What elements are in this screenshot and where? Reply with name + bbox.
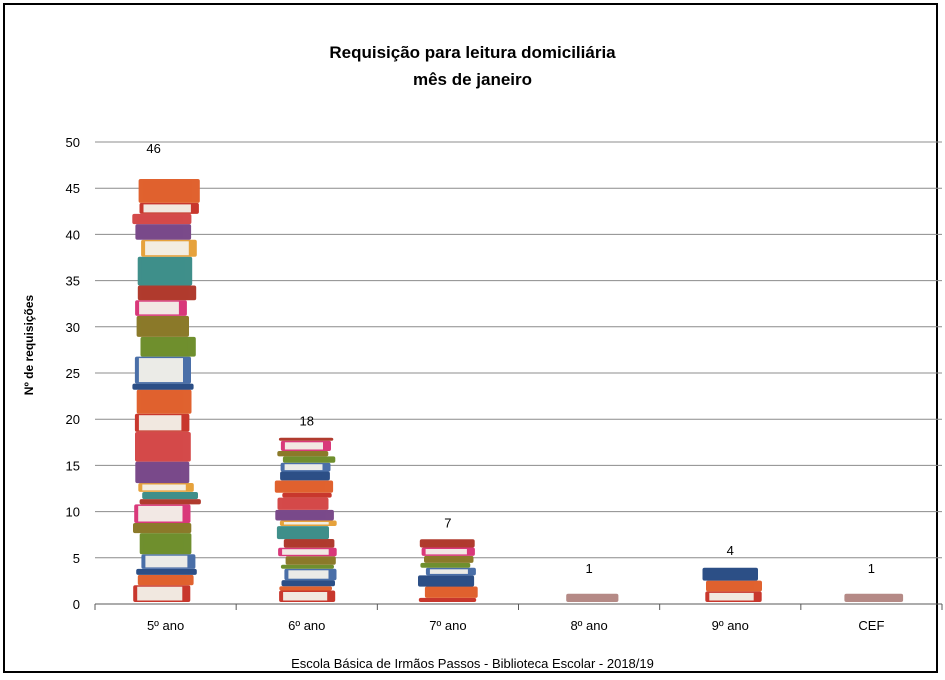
book-pages bbox=[279, 511, 326, 519]
bar-7º ano bbox=[418, 539, 478, 602]
book-segment bbox=[844, 593, 904, 602]
x-tick-label: 7º ano bbox=[429, 618, 466, 633]
y-tick-label: 10 bbox=[66, 505, 80, 520]
book-segment bbox=[278, 437, 334, 441]
book-pages bbox=[425, 549, 467, 555]
book-pages bbox=[139, 463, 182, 482]
book-pages bbox=[284, 464, 323, 471]
book-pages bbox=[286, 457, 328, 462]
book-pages bbox=[140, 317, 181, 336]
book-pages bbox=[710, 582, 754, 590]
book-pages bbox=[281, 499, 321, 509]
book-pages bbox=[143, 500, 193, 503]
y-tick-label: 0 bbox=[73, 597, 80, 612]
data-label-7º ano: 7 bbox=[444, 515, 451, 530]
book-pages bbox=[423, 540, 467, 546]
book-pages bbox=[143, 204, 191, 213]
book-segment bbox=[282, 492, 332, 498]
x-tick-label: CEF bbox=[858, 618, 884, 633]
book-pages bbox=[278, 482, 326, 492]
book-pages bbox=[142, 180, 192, 202]
x-tick-label: 9º ano bbox=[712, 618, 749, 633]
chart-subtitle: mês de janeiro bbox=[412, 70, 533, 89]
book-pages bbox=[145, 241, 189, 256]
book-pages bbox=[287, 540, 327, 547]
book-pages bbox=[281, 452, 321, 455]
book-pages bbox=[280, 527, 321, 538]
x-tick-label: 5º ano bbox=[147, 618, 184, 633]
book-pages bbox=[283, 592, 328, 601]
bar-9º ano bbox=[702, 567, 762, 602]
chart-footer: Escola Básica de Irmãos Passos - Bibliot… bbox=[291, 656, 654, 671]
book-pages bbox=[428, 588, 470, 597]
book-pages bbox=[283, 522, 329, 525]
y-tick-label: 5 bbox=[73, 551, 80, 566]
book-pages bbox=[136, 385, 186, 389]
bar-5º ano bbox=[132, 179, 201, 602]
book-pages bbox=[140, 570, 189, 574]
book-pages bbox=[422, 576, 467, 586]
y-tick-label: 30 bbox=[66, 320, 80, 335]
book-pages bbox=[429, 569, 468, 574]
book-pages bbox=[141, 576, 186, 584]
book-pages bbox=[709, 592, 754, 601]
book-pages bbox=[282, 549, 329, 555]
book-pages bbox=[138, 358, 183, 383]
book-segment bbox=[279, 586, 332, 591]
y-tick-label: 15 bbox=[66, 458, 80, 473]
book-segment bbox=[420, 562, 471, 568]
bar-8º ano bbox=[566, 593, 619, 602]
book-pages bbox=[706, 569, 750, 580]
book-pages bbox=[143, 534, 184, 553]
book-pages bbox=[137, 586, 183, 601]
book-pages bbox=[138, 505, 183, 522]
x-tick-label: 8º ano bbox=[570, 618, 607, 633]
book-segment bbox=[566, 593, 619, 602]
book-pages bbox=[144, 338, 188, 356]
y-tick-label: 35 bbox=[66, 274, 80, 289]
book-pages bbox=[428, 557, 466, 562]
book-pages bbox=[285, 581, 327, 585]
bar-6º ano bbox=[274, 437, 337, 602]
y-tick-label: 50 bbox=[66, 135, 80, 150]
data-label-5º ano: 46 bbox=[146, 141, 160, 156]
book-pages bbox=[284, 473, 322, 479]
y-tick-label: 40 bbox=[66, 227, 80, 242]
book-pages bbox=[139, 433, 183, 461]
book-pages bbox=[284, 442, 323, 450]
y-tick-label: 45 bbox=[66, 181, 80, 196]
x-tick-label: 6º ano bbox=[288, 618, 325, 633]
book-pages bbox=[288, 570, 329, 579]
book-pages bbox=[146, 493, 190, 498]
data-label-9º ano: 4 bbox=[727, 543, 734, 558]
chart-title: Requisição para leitura domiciliária bbox=[329, 43, 616, 62]
book-segment bbox=[418, 597, 477, 602]
bar-CEF bbox=[844, 593, 904, 602]
book-pages bbox=[141, 258, 185, 284]
data-label-8º ano: 1 bbox=[585, 561, 592, 576]
book-pages bbox=[136, 215, 184, 223]
data-label-6º ano: 18 bbox=[300, 414, 314, 429]
y-tick-label: 25 bbox=[66, 366, 80, 381]
book-pages bbox=[145, 555, 188, 568]
book-pages bbox=[137, 524, 184, 532]
book-pages bbox=[138, 415, 182, 431]
book-pages bbox=[139, 301, 179, 315]
book-segment bbox=[280, 564, 334, 569]
book-pages bbox=[139, 225, 184, 239]
book-pages bbox=[142, 484, 186, 491]
y-tick-label: 20 bbox=[66, 412, 80, 427]
data-label-CEF: 1 bbox=[868, 561, 875, 576]
book-pages bbox=[289, 557, 328, 564]
book-pages bbox=[141, 287, 189, 299]
book-pages bbox=[140, 391, 184, 413]
